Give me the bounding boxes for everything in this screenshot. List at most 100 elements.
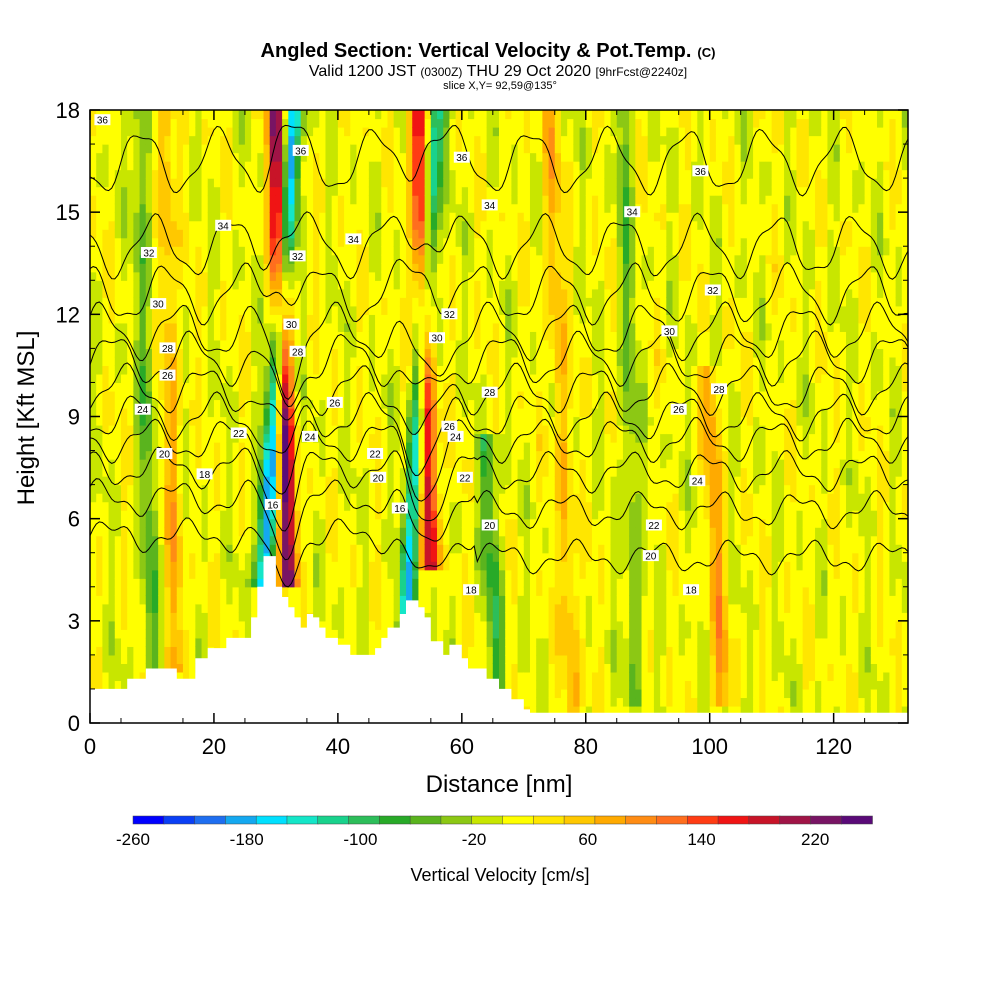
- field-cell: [424, 569, 432, 579]
- field-cell: [207, 280, 215, 290]
- field-cell: [282, 271, 289, 281]
- field-cell: [337, 595, 345, 605]
- field-cell: [399, 314, 407, 324]
- field-cell: [381, 365, 389, 375]
- field-cell: [201, 416, 209, 426]
- field-cell: [468, 382, 475, 392]
- field-cell: [158, 544, 165, 554]
- field-cell: [139, 646, 147, 656]
- field-cell: [96, 654, 103, 664]
- field-cell: [350, 493, 358, 503]
- field-cell: [381, 203, 389, 213]
- field-cell: [139, 152, 147, 162]
- field-cell: [461, 459, 469, 469]
- field-cell: [331, 322, 339, 332]
- field-cell: [344, 552, 351, 562]
- field-cell: [96, 195, 103, 205]
- field-cell: [350, 314, 358, 324]
- field-cell: [393, 620, 401, 630]
- field-cell: [486, 569, 494, 579]
- field-cell: [220, 433, 227, 443]
- field-cell: [300, 510, 308, 520]
- field-cell: [282, 339, 289, 349]
- field-cell: [387, 527, 395, 537]
- field-cell: [406, 254, 413, 264]
- field-cell: [102, 152, 110, 162]
- field-cell: [282, 220, 289, 230]
- field-cell: [461, 365, 469, 375]
- field-cell: [492, 467, 500, 477]
- field-cell: [182, 297, 190, 307]
- field-cell: [492, 212, 500, 222]
- field-cell: [176, 246, 184, 256]
- field-cell: [424, 271, 432, 281]
- field-cell: [424, 254, 432, 264]
- field-cell: [275, 263, 283, 273]
- field-cell: [158, 603, 165, 613]
- field-cell: [319, 246, 327, 256]
- field-cell: [313, 527, 320, 537]
- field-cell: [492, 152, 500, 162]
- field-cell: [350, 561, 358, 571]
- field-cell: [313, 390, 320, 401]
- field-cell: [127, 450, 134, 460]
- field-cell: [492, 331, 500, 341]
- field-cell: [492, 510, 500, 520]
- field-cell: [139, 348, 147, 358]
- field-cell: [331, 501, 339, 511]
- field-cell: [102, 331, 110, 341]
- field-cell: [251, 263, 258, 273]
- field-cell: [306, 254, 314, 264]
- field-cell: [90, 237, 97, 247]
- field-cell: [517, 569, 525, 579]
- field-cell: [96, 161, 103, 171]
- field-cell: [406, 399, 413, 409]
- field-cell: [505, 390, 512, 401]
- field-cell: [356, 620, 364, 630]
- field-cell: [499, 510, 506, 520]
- field-cell: [232, 263, 240, 273]
- field-cell: [207, 527, 215, 537]
- field-cell: [176, 331, 184, 341]
- field-cell: [127, 322, 134, 332]
- field-cell: [468, 510, 475, 520]
- field-cell: [108, 288, 116, 298]
- field-cell: [306, 169, 314, 179]
- field-cell: [468, 322, 475, 332]
- field-cell: [461, 118, 469, 128]
- field-cell: [90, 314, 97, 324]
- field-cell: [356, 322, 364, 332]
- field-cell: [127, 373, 134, 384]
- field-cell: [275, 254, 283, 264]
- field-cell: [145, 493, 153, 503]
- field-cell: [375, 348, 382, 358]
- field-cell: [182, 314, 190, 324]
- field-cell: [151, 629, 159, 639]
- field-cell: [313, 288, 320, 298]
- field-cell: [474, 135, 482, 145]
- field-cell: [319, 603, 327, 613]
- field-cell: [325, 212, 333, 222]
- field-cell: [393, 169, 401, 179]
- field-cell: [226, 476, 234, 486]
- field-cell: [164, 561, 172, 571]
- field-cell: [356, 603, 364, 613]
- field-cell: [393, 399, 401, 409]
- field-cell: [176, 629, 184, 639]
- field-cell: [350, 620, 358, 630]
- field-cell: [269, 399, 277, 409]
- field-cell: [127, 382, 134, 392]
- field-cell: [443, 646, 451, 656]
- field-cell: [406, 476, 413, 486]
- field-cell: [337, 484, 345, 494]
- field-cell: [406, 595, 413, 605]
- field-cell: [499, 637, 506, 647]
- field-cell: [350, 331, 358, 341]
- field-cell: [406, 527, 413, 537]
- field-cell: [505, 671, 512, 682]
- field-cell: [257, 305, 265, 315]
- field-cell: [337, 271, 345, 281]
- field-cell: [226, 450, 234, 460]
- field-cell: [238, 493, 246, 503]
- field-cell: [319, 586, 327, 596]
